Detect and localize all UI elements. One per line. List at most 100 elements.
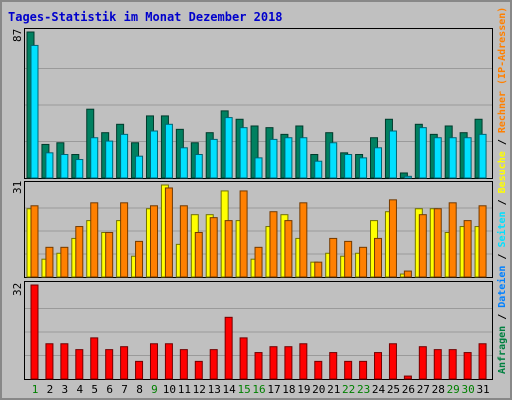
x-tick-label: 9 [151, 383, 158, 396]
bar-rechner-27 [418, 214, 427, 278]
bar-seiten-6 [105, 140, 114, 179]
x-tick-label: 27 [416, 383, 430, 396]
bar-rechner-13 [209, 217, 218, 278]
x-tick-label: 3 [61, 383, 69, 396]
bar-rechner-7 [120, 202, 129, 278]
bar-rechner-16 [254, 246, 263, 278]
bar-seiten-31 [478, 133, 487, 179]
bar-seiten-11 [179, 147, 188, 179]
bar-rechner-29 [448, 202, 457, 278]
bar-kb-f-1 [30, 284, 39, 380]
x-tick-label: 28 [431, 383, 445, 396]
x-tick-label: 17 [267, 383, 281, 396]
bar-seiten-12 [194, 154, 203, 179]
bar-seiten-22 [344, 154, 353, 179]
bar-kb-f-14 [224, 316, 233, 380]
bar-kb-f-23 [359, 360, 368, 380]
bar-kb-f-11 [179, 349, 188, 380]
x-axis: 1 2 3 4 5 6 7 8 9 10 11 12 13 14 15 16 17 18 19 20 21 22 23 24 2… [24, 383, 493, 399]
bar-rechner-15 [239, 190, 248, 278]
x-tick-label: 4 [76, 383, 84, 396]
bar-kb-f-27 [418, 346, 427, 380]
bar-kb-f-4 [75, 349, 84, 380]
bar-kb-f-29 [448, 349, 457, 380]
bar-kb-f-24 [374, 352, 383, 380]
bar-rechner-19 [299, 202, 308, 278]
legend-entry: / [497, 247, 508, 266]
x-tick-label: 29 [446, 383, 460, 396]
x-tick-label: 14 [222, 383, 236, 396]
x-tick-label: 24 [371, 383, 386, 396]
bar-rechner-24 [374, 237, 383, 278]
bar-seiten-21 [329, 142, 338, 179]
bar-kb-f-28 [433, 349, 442, 380]
x-tick-label: 12 [192, 383, 206, 396]
bar-rechner-30 [463, 220, 472, 278]
bar-seiten-17 [269, 138, 278, 179]
x-tick-label: 11 [177, 383, 191, 396]
bar-kb-f-22 [344, 360, 353, 380]
bar-rechner-9 [149, 205, 158, 278]
bar-seiten-27 [418, 127, 427, 179]
x-tick-label: 6 [106, 383, 113, 396]
bar-kb-f-25 [388, 343, 397, 380]
bar-seiten-28 [433, 137, 442, 179]
x-tick-label: 25 [386, 383, 401, 396]
bar-rechner-3 [60, 246, 69, 278]
bar-kb-f-26 [403, 375, 412, 380]
bar-seiten-3 [60, 154, 69, 179]
x-tick-label: 31 [476, 383, 490, 396]
bar-rechner-5 [90, 202, 99, 278]
x-tick-label: 15 [237, 383, 251, 396]
bar-rechner-22 [344, 240, 353, 278]
chart-title: Tages-Statistik im Monat Dezember 2018 [8, 10, 283, 24]
bar-rechner-25 [388, 199, 397, 278]
x-tick-label: 22 [342, 383, 356, 396]
legend-entry: / [497, 0, 508, 7]
bar-rechner-28 [433, 208, 442, 278]
bar-seiten-9 [149, 130, 158, 179]
x-tick-label: 5 [91, 383, 99, 396]
bar-kb-f-16 [254, 352, 263, 380]
bar-rechner-10 [164, 187, 173, 278]
x-tick-label: 23 [356, 383, 371, 396]
bar-seiten-10 [164, 123, 173, 179]
legend-entry: Rechner (IP-Adressen) [497, 6, 508, 134]
bar-rechner-11 [179, 205, 188, 278]
bar-seiten-15 [239, 127, 248, 179]
x-tick-label: 21 [327, 383, 341, 396]
bar-rechner-12 [194, 231, 203, 278]
bar-seiten-13 [209, 138, 218, 179]
bar-kb-f-18 [284, 346, 293, 380]
x-tick-label: 7 [121, 383, 128, 396]
bar-seiten-14 [224, 117, 233, 179]
bar-seiten-25 [388, 130, 397, 179]
bar-kb-f-6 [105, 349, 114, 380]
bar-rechner-23 [359, 246, 368, 278]
x-tick-label: 18 [282, 383, 296, 396]
bar-seiten-26 [403, 175, 412, 179]
legend-entry: Dateien [497, 265, 508, 308]
x-tick-label: 1 [31, 383, 39, 396]
bar-kb-f-10 [164, 343, 173, 380]
bar-kb-f-2 [45, 343, 54, 380]
bar-kb-f-5 [90, 337, 99, 380]
bar-kb-f-7 [120, 346, 129, 380]
bar-seiten-29 [448, 137, 457, 179]
x-tick-label: 13 [207, 383, 221, 396]
bar-rechner-21 [329, 237, 338, 278]
bar-rechner-26 [403, 270, 412, 278]
x-tick-label: 10 [162, 383, 177, 396]
legend-entry: / [497, 133, 508, 152]
x-tick-label: 19 [297, 383, 311, 396]
bar-seiten-20 [314, 160, 323, 179]
bar-kb-f-3 [60, 343, 69, 380]
x-tick-label: 20 [312, 383, 326, 396]
legend-entry: / [497, 193, 508, 212]
bar-seiten-4 [75, 159, 84, 179]
bar-seiten-1 [30, 44, 39, 179]
bar-rechner-31 [478, 205, 487, 278]
bar-seiten-24 [374, 147, 383, 179]
